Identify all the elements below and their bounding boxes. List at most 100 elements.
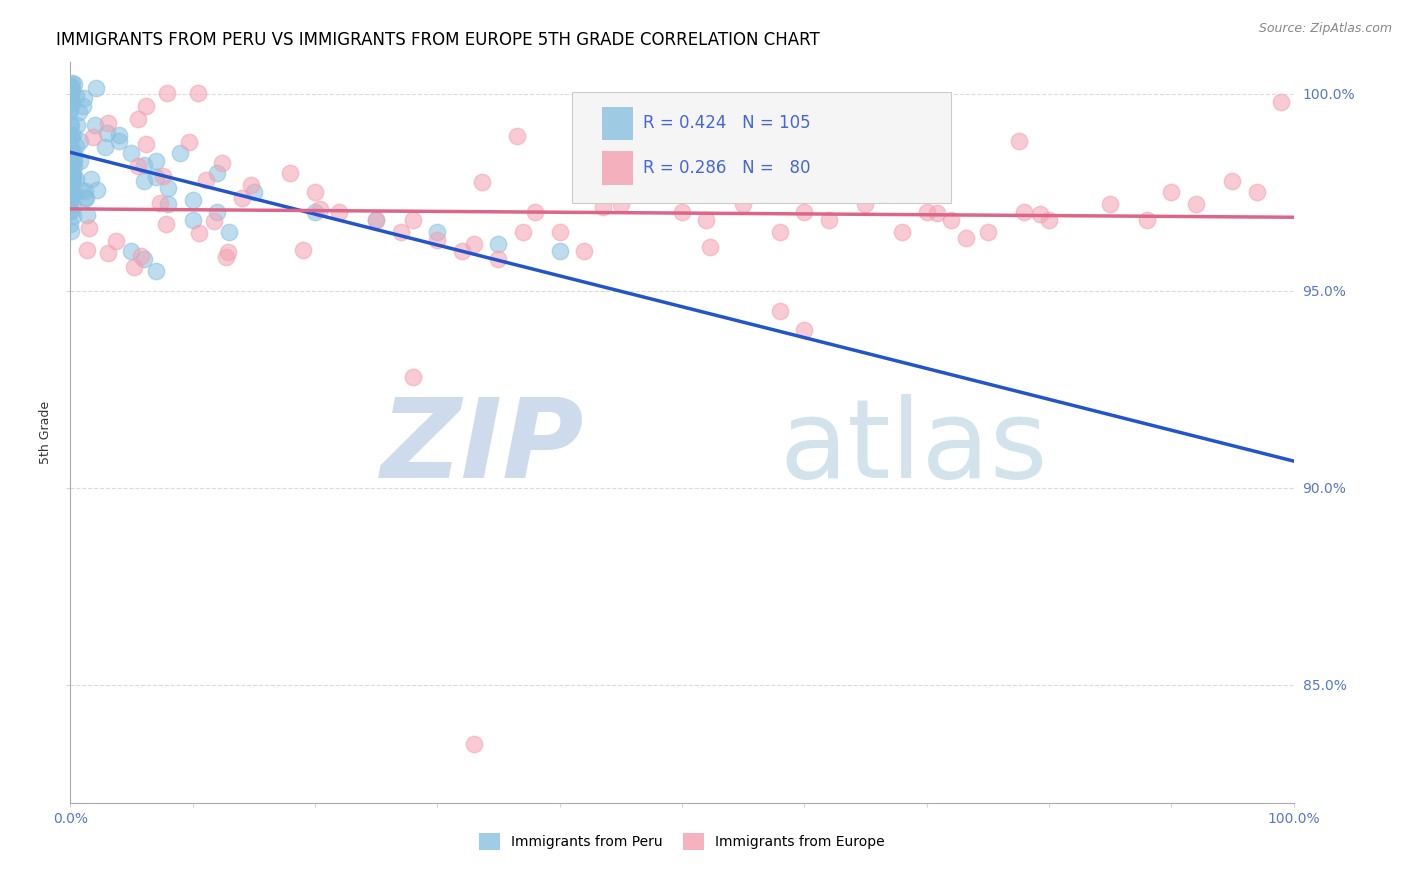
Point [855,197,877,211]
Point [94,139,117,153]
Point [145,169,167,184]
Point [121,146,143,161]
Point [75,184,97,198]
Point [60,188,83,202]
Point [793,205,815,219]
Point [60,173,83,187]
Point [610,197,633,211]
Point [69,104,91,119]
Point [59,161,82,176]
Point [605,131,627,145]
Point [471,176,494,190]
Point [80,172,103,186]
Point [60,84,83,98]
Text: Source: ZipAtlas.com: Source: ZipAtlas.com [1258,22,1392,36]
Point [60,87,83,102]
Point [1007,134,1029,148]
Text: IMMIGRANTS FROM PERU VS IMMIGRANTS FROM EUROPE 5TH GRADE CORRELATION CHART: IMMIGRANTS FROM PERU VS IMMIGRANTS FROM … [56,31,820,49]
Point [309,202,332,217]
Point [59,152,82,166]
Point [62,165,84,179]
Point [60,170,83,185]
Point [60,76,83,90]
Point [59,118,82,132]
Point [59,86,82,100]
Point [59,86,82,100]
Point [97,116,120,130]
Point [1099,197,1122,211]
FancyBboxPatch shape [572,92,950,203]
Bar [602,107,633,140]
Point [59,78,82,92]
Point [60,184,83,198]
Point [205,166,228,180]
Point [149,196,172,211]
Point [135,98,157,112]
Point [59,224,82,238]
Point [59,118,82,132]
Point [589,181,612,195]
Point [62,169,84,183]
Point [891,225,914,239]
Text: atlas: atlas [780,394,1049,501]
Point [83,119,105,133]
Point [65,138,87,153]
Point [70,183,93,197]
Point [187,87,209,101]
Point [59,102,82,116]
Point [72,99,94,113]
Point [450,244,472,259]
Point [512,225,534,239]
Bar [602,152,633,185]
Point [129,250,152,264]
Point [1184,197,1206,211]
Point [463,236,485,251]
Point [1014,205,1036,219]
Point [169,146,191,161]
Point [60,131,83,145]
Point [60,96,83,111]
Point [205,205,228,219]
Point [127,112,149,127]
Point [60,156,83,170]
Point [59,189,82,203]
Point [599,130,621,145]
Point [572,244,595,259]
Point [127,159,149,173]
Point [328,205,350,219]
Text: ZIP: ZIP [381,394,583,501]
Point [548,244,571,259]
Point [280,166,302,180]
Point [59,153,82,167]
Point [671,205,693,219]
Point [506,128,529,143]
Point [157,181,180,195]
Point [240,178,263,192]
Point [304,205,326,219]
Point [60,87,83,101]
Point [73,191,96,205]
Point [65,89,87,103]
Point [366,213,388,227]
Point [69,154,91,169]
Point [181,213,204,227]
Point [69,134,91,148]
Point [62,154,84,169]
Point [59,140,82,154]
Point [548,225,571,239]
Point [152,169,174,183]
Point [524,205,547,219]
Point [59,127,82,141]
Point [202,214,225,228]
Point [699,240,721,254]
Point [218,225,240,239]
Point [96,126,118,140]
Point [211,156,233,170]
Point [132,158,155,172]
Point [59,129,82,144]
Point [1160,186,1182,200]
Point [59,92,82,106]
Point [84,81,107,95]
Point [59,218,82,232]
Point [592,200,614,214]
